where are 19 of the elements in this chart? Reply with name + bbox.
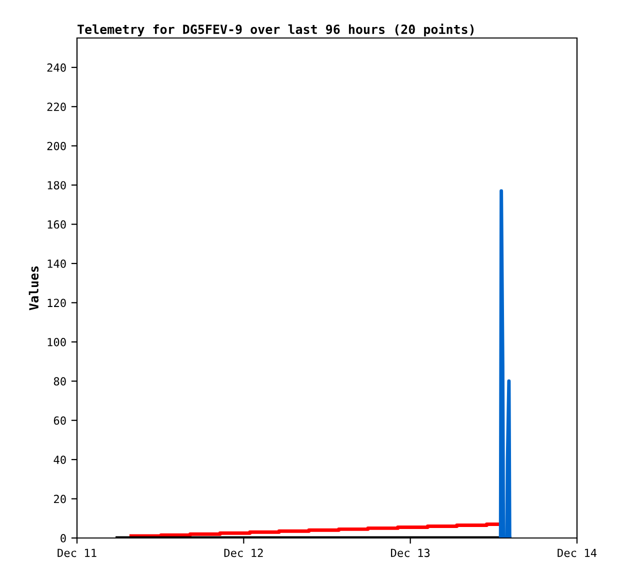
chart-title: Telemetry for DG5FEV-9 over last 96 hours (20 points) bbox=[78, 24, 474, 36]
y-tick-label: 160 bbox=[48, 220, 66, 229]
x-tick-label: Dec 12 bbox=[224, 548, 263, 558]
y-tick-label: 20 bbox=[54, 494, 66, 504]
y-tick-label: 120 bbox=[48, 298, 66, 308]
y-tick-label: 200 bbox=[47, 142, 66, 150]
x-tick-label: Dec 14 bbox=[558, 548, 597, 558]
x-tick-label: Dec 13 bbox=[391, 548, 430, 558]
y-tick-label: 220 bbox=[47, 102, 66, 112]
y-tick-label: 40 bbox=[54, 456, 66, 464]
y-tick-label: 100 bbox=[48, 338, 66, 346]
y-tick-label: 0 bbox=[60, 534, 66, 542]
y-axis-title: Values bbox=[28, 266, 39, 310]
y-tick-label: 140 bbox=[48, 259, 66, 268]
y-tick-label: 60 bbox=[54, 416, 66, 425]
y-tick-label: 80 bbox=[54, 377, 66, 386]
y-tick-label: 240 bbox=[47, 63, 66, 72]
y-tick-label: 180 bbox=[48, 181, 66, 190]
x-tick-label: Dec 11 bbox=[58, 548, 96, 558]
